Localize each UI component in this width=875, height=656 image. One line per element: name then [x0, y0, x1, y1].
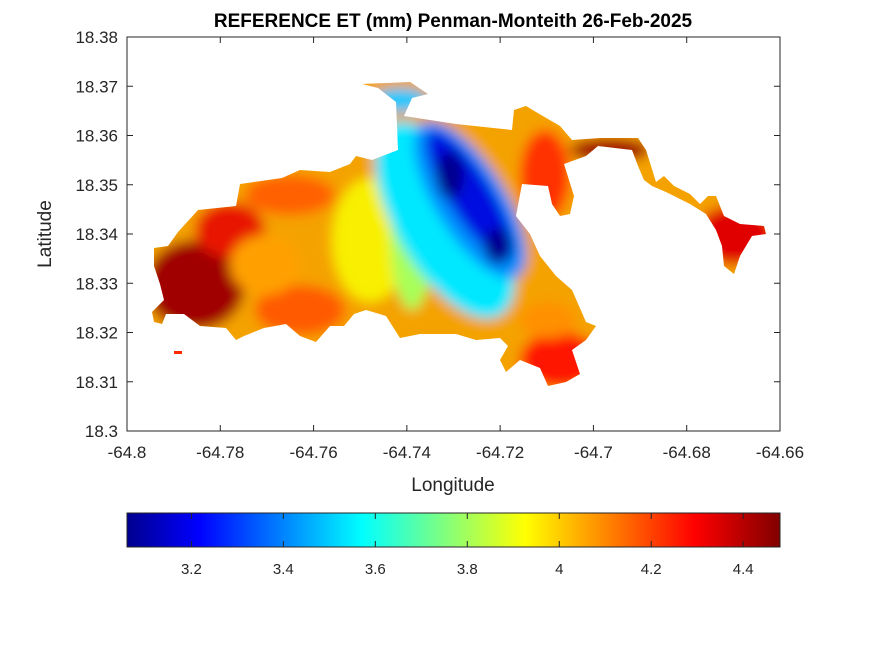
- colorbar-tick-label: 4.4: [733, 561, 754, 578]
- y-axis-label: Latitude: [35, 200, 56, 268]
- x-tick-label: -64.8: [108, 443, 147, 462]
- x-tick-label: -64.66: [756, 443, 804, 462]
- mid-orange: [230, 235, 300, 295]
- x-tick-label: -64.7: [574, 443, 613, 462]
- colorbar-tick-label: 3.4: [273, 561, 294, 578]
- x-axis-label: Longitude: [411, 475, 494, 496]
- x-axis: -64.8 -64.78 -64.76 -64.74 -64.72 -64.7 -64.68…: [108, 37, 804, 462]
- colorbar-tick-label: 4: [555, 561, 563, 578]
- y-tick-label: 18.34: [75, 225, 118, 244]
- y-tick-label: 18.37: [75, 77, 118, 96]
- x-tick-label: -64.76: [289, 443, 337, 462]
- colorbar-tick-label: 3.2: [181, 561, 202, 578]
- warm-south: [255, 285, 345, 335]
- chart-title: REFERENCE ET (mm) Penman-Monteith 26-Feb…: [214, 11, 693, 32]
- y-tick-label: 18.33: [75, 274, 118, 293]
- y-tick-label: 18.38: [75, 28, 118, 47]
- colorbar-tick-label: 3.8: [457, 561, 478, 578]
- colorbar-tick-label: 4.2: [641, 561, 662, 578]
- y-tick-label: 18.31: [75, 373, 118, 392]
- dark-core-south: [484, 228, 512, 264]
- colorbar: [126, 512, 781, 548]
- warm-north: [245, 175, 335, 215]
- x-tick-label: -64.74: [383, 443, 431, 462]
- x-tick-label: -64.78: [196, 443, 244, 462]
- y-tick-label: 18.3: [85, 422, 118, 441]
- y-tick-label: 18.32: [75, 324, 118, 343]
- y-tick-label: 18.35: [75, 176, 118, 195]
- south-orange: [520, 302, 576, 338]
- islet: [174, 351, 182, 354]
- y-tick-label: 18.36: [75, 127, 118, 146]
- x-tick-label: -64.72: [476, 443, 524, 462]
- y-axis: 18.3 18.31 18.32 18.33 18.34 18.35 18.36 18.37 1…: [75, 28, 780, 441]
- x-tick-label: -64.68: [663, 443, 711, 462]
- colorbar-tick-label: 3.6: [365, 561, 386, 578]
- dark-core-north: [436, 151, 464, 199]
- warm-west: [152, 240, 245, 330]
- colorbar-ticks: 3.2 3.4 3.6 3.8 4 4.2 4.4: [181, 513, 754, 578]
